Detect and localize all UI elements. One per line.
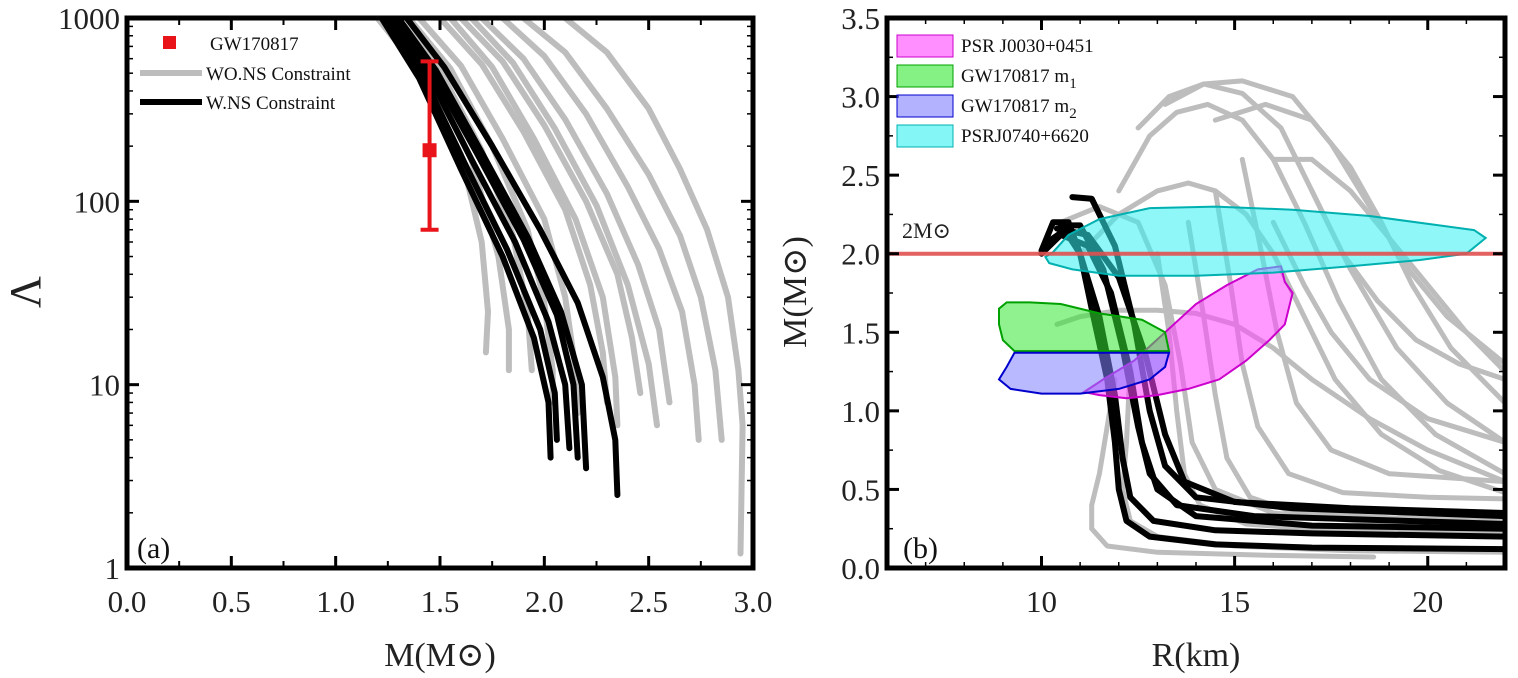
y-tick-label-a: 100: [74, 184, 121, 219]
y-tick-label-a: 1: [105, 551, 121, 586]
wo-ns-curve-b-5: [1212, 101, 1505, 406]
panel-label-a: (a): [137, 532, 170, 565]
y-tick-label-b: 0.5: [841, 472, 880, 507]
legend-label-gw-m1: GW170817 m1: [961, 66, 1077, 92]
y-tick-label-b: 1.0: [841, 394, 880, 429]
legend-swatch-psr-j0740: [896, 124, 954, 148]
y-tick-label-b: 1.5: [841, 315, 880, 350]
wo-ns-curve-b-14: [1270, 219, 1505, 445]
legend-label-gw-m1-sub: 1: [1069, 76, 1077, 92]
x-tick-label-a: 2.0: [525, 584, 564, 619]
w-ns-curve-a-1: [382, 18, 560, 443]
wo-ns-curve-a-7: [478, 18, 673, 406]
legend-label-gw-m1-text: GW170817 m: [961, 66, 1069, 87]
legend-label-w-ns: W.NS Constraint: [206, 93, 336, 114]
legend-swatch-gw-m2: [896, 94, 954, 118]
wo-ns-curve-a-8: [499, 18, 702, 443]
y-tick-label-a: 10: [89, 368, 120, 403]
legend-label-gw-m2-text: GW170817 m: [961, 96, 1069, 117]
y-tick-label-b: 0.0: [841, 551, 880, 586]
two-solar-mass-annotation: 2M⊙: [902, 218, 951, 243]
y-tick-label-b: 3.5: [841, 1, 880, 36]
y-axis-label-b: M(M⊙): [777, 236, 814, 348]
y-tick-label-b: 2.5: [841, 158, 880, 193]
w-ns-curve-a-4: [395, 18, 590, 472]
legend-swatch-psr-j0030: [896, 34, 954, 58]
y-tick-label-b: 3.0: [841, 80, 880, 115]
panel-label-b: (b): [903, 532, 938, 565]
region-gw170817-m2: [997, 351, 1171, 395]
w-ns-curve-a-5: [403, 18, 621, 498]
wo-ns-curve-a-3: [405, 18, 556, 406]
x-tick-label-b: 20: [1412, 584, 1443, 619]
legend-label-gw170817: GW170817: [210, 34, 299, 55]
w-ns-curve-a-0: [378, 18, 554, 461]
gw170817-marker: [422, 143, 437, 158]
legend-label-gw-m2-sub: 2: [1069, 106, 1077, 122]
wo-ns-curve-a-9: [520, 18, 725, 443]
x-tick-label-b: 15: [1219, 584, 1250, 619]
wo-ns-curve-a-12: [468, 18, 660, 429]
panel-b: 10 15 20 0.0 0.5 1.0 1.5 2.0 2.5 3.0 3.5 R(km) M(M…: [777, 1, 1508, 674]
legend-label-psr-j0030: PSR J0030+0451: [961, 36, 1094, 57]
x-tick-label-a: 3.0: [734, 584, 773, 619]
x-tick-label-a: 1.0: [316, 584, 355, 619]
legend-swatch-gw-m1: [896, 64, 954, 88]
x-axis-label-b: R(km): [1152, 637, 1241, 674]
x-tick-label-a: 0.5: [212, 584, 251, 619]
wo-ns-curve-b-7: [1089, 376, 1377, 560]
wo-ns-curve-a-5: [437, 18, 610, 406]
legend-label-psr-j0740: PSRJ0740+6620: [961, 126, 1089, 147]
x-tick-label-a: 2.5: [629, 584, 668, 619]
legend-marker-gw170817: [163, 36, 176, 49]
wo-ns-curve-a-6: [457, 18, 644, 397]
x-tick-label-b: 10: [1026, 584, 1057, 619]
y-tick-label-a: 1000: [58, 1, 120, 36]
legend-label-gw-m2: GW170817 m2: [961, 96, 1077, 122]
w-ns-curve-a-2: [386, 18, 573, 452]
x-tick-label-a: 1.5: [421, 584, 460, 619]
wo-ns-curve-a-11: [447, 18, 621, 429]
w-ns-curve-a-3: [391, 18, 581, 461]
x-axis-label-a: M(M⊙): [384, 637, 496, 674]
y-tick-label-b: 2.0: [841, 237, 880, 272]
x-tick-label-a: 0.0: [108, 584, 147, 619]
legend-label-wo-ns: WO.NS Constraint: [206, 64, 351, 85]
region-gw170817-m1: [998, 301, 1171, 353]
wo-ns-curve-a-10: [562, 18, 746, 557]
legend-b: PSR J0030+0451 GW170817 m1 GW170817 m2 P…: [896, 34, 1094, 148]
region-psrj0740-6620: [1044, 205, 1488, 277]
y-axis-label-a: Λ: [1, 276, 50, 308]
w-ns-curve-b-0: [1038, 219, 1505, 553]
legend-a: GW170817 WO.NS Constraint W.NS Constrain…: [140, 34, 351, 114]
